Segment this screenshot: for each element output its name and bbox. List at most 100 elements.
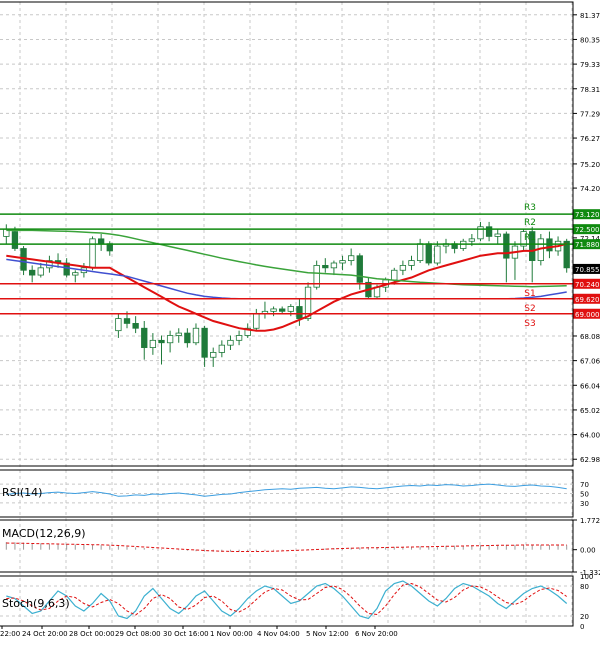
- price-axis-label: 65.020: [580, 407, 600, 415]
- resistance-price-tag: [573, 209, 600, 220]
- macd-axis-label: 1.7726: [580, 517, 600, 525]
- candle-body: [11, 231, 19, 249]
- candle-body: [227, 339, 234, 346]
- stoch-axis-label: 20: [580, 613, 589, 621]
- price-axis-label: 67.060: [580, 358, 600, 366]
- support-price-tag-text: 69.620: [575, 296, 600, 304]
- candle-body: [37, 267, 44, 276]
- candle-body: [89, 238, 96, 269]
- price-axis-label: 81.370: [580, 12, 600, 20]
- candle-body: [166, 335, 174, 344]
- candle-body: [218, 344, 225, 353]
- price-axis-label: 80.350: [580, 36, 600, 44]
- candle-body: [425, 243, 432, 264]
- current-price-tag: [573, 263, 600, 274]
- candle-body: [503, 233, 510, 259]
- rsi-axis-label: 70: [580, 481, 589, 489]
- stoch-axis-label: 100: [580, 573, 593, 581]
- candle-body: [253, 313, 260, 329]
- candle-body: [287, 306, 294, 312]
- price-axis-label: 75.200: [580, 161, 600, 169]
- candle-body: [158, 339, 165, 344]
- levels-group: [0, 209, 600, 319]
- support-price-tag-text: 70.240: [575, 281, 600, 289]
- candle-body: [494, 233, 501, 237]
- macd-axis-label: 0.00: [580, 547, 596, 555]
- macd-signal-line: [6, 542, 567, 552]
- resistance-label: R1: [524, 233, 536, 243]
- candle-body: [270, 308, 277, 312]
- candle-body: [434, 245, 441, 264]
- candle-body: [477, 226, 484, 240]
- candle-body: [330, 262, 338, 269]
- time-axis-label: 30 Oct 16:00: [163, 630, 209, 638]
- stoch-main-line: [6, 580, 568, 620]
- candle-body: [399, 265, 407, 271]
- candle-body: [529, 231, 536, 261]
- stoch-axis-label: 80: [580, 583, 589, 591]
- support-label: S1: [524, 289, 535, 299]
- time-axis-label: 22:00: [0, 630, 20, 638]
- candle-body: [210, 352, 217, 358]
- support-price-tag: [573, 308, 600, 319]
- price-axis-label: 76.270: [580, 135, 600, 143]
- candle-body: [149, 339, 157, 348]
- candle-body: [485, 226, 493, 237]
- candle-body: [322, 265, 329, 269]
- candle-body: [46, 260, 53, 269]
- candle-body: [235, 335, 243, 341]
- stoch-panel-frame: [0, 575, 574, 627]
- candle-body: [244, 327, 251, 336]
- candle-body: [141, 327, 148, 348]
- price-axis-label: 72.140: [580, 235, 600, 243]
- candle-body: [416, 243, 424, 261]
- time-axis-label: 29 Oct 08:00: [115, 630, 161, 638]
- candle-body: [563, 240, 570, 269]
- candle-body: [279, 308, 286, 312]
- candle-body: [468, 238, 476, 242]
- candle-body: [97, 238, 105, 245]
- resistance-price-tag: [573, 224, 600, 235]
- candle-body: [391, 269, 398, 281]
- resistance-price-tag-text: 72.500: [575, 226, 600, 234]
- price-axis-label: 68.080: [580, 333, 600, 341]
- time-axis-label: 1 Nov 00:00: [210, 630, 253, 638]
- main-panel-frame: [0, 1, 574, 467]
- time-axis-label: 28 Oct 00:00: [69, 630, 115, 638]
- rsi-axis-label: 50: [580, 491, 589, 499]
- candle-body: [115, 318, 122, 332]
- moving-average-red: [6, 242, 567, 332]
- rsi-title: RSI(14): [2, 486, 42, 499]
- candle-body: [29, 269, 36, 276]
- candle-body: [356, 255, 363, 283]
- resistance-label: R2: [524, 218, 536, 228]
- support-label: S2: [524, 304, 535, 314]
- resistance-price-tag: [573, 239, 600, 250]
- support-price-tag: [573, 278, 600, 289]
- price-axis-label: 78.310: [580, 86, 600, 94]
- current-price-tag-text: 70.855: [575, 266, 600, 274]
- resistance-label: R3: [524, 203, 536, 213]
- time-axis-label: 6 Nov 20:00: [355, 630, 398, 638]
- candle-body: [132, 323, 139, 329]
- macd-histogram-group: [5, 542, 568, 552]
- candle-body: [304, 286, 312, 319]
- support-price-tag: [573, 293, 600, 304]
- macd-panel-frame: [0, 519, 574, 573]
- support-label: S3: [524, 319, 535, 329]
- candle-body: [313, 265, 320, 288]
- time-axis-label: 24 Oct 20:00: [22, 630, 68, 638]
- price-axis-label: 66.040: [580, 382, 600, 390]
- candle-body: [520, 231, 527, 247]
- price-axis-label: 74.200: [580, 185, 600, 193]
- price-axis-label: 79.330: [580, 61, 600, 69]
- candle-body: [175, 332, 182, 336]
- support-price-tag-text: 69.000: [575, 311, 600, 319]
- candles-group: [3, 221, 570, 367]
- candle-body: [408, 260, 415, 266]
- stoch-axis-label: 0: [580, 623, 584, 631]
- candle-body: [123, 318, 131, 324]
- price-axis-label: 77.290: [580, 110, 600, 118]
